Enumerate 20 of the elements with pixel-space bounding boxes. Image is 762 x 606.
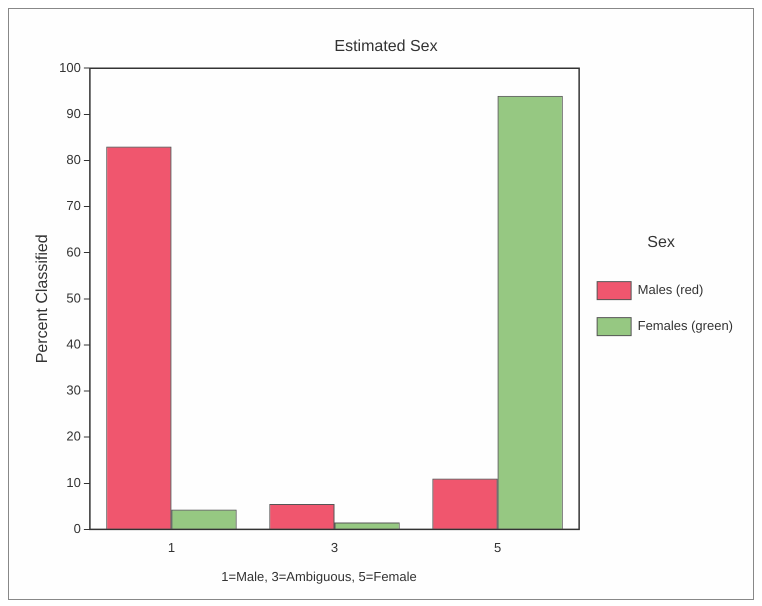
y-tick-label: 40 — [66, 336, 81, 352]
text: 1=Male, 3=Ambiguous, 5=Female — [220, 569, 418, 584]
y-tick-label: 60 — [66, 244, 81, 260]
x-tick-label: 1 — [168, 540, 176, 555]
y-tick-label: 100 — [59, 60, 81, 75]
x-tick-label: 3 — [330, 540, 338, 555]
legend-label: Females (green) — [638, 318, 734, 334]
y-tick-label: 20 — [66, 428, 81, 444]
y-tick-label: 70 — [66, 198, 81, 214]
legend-title: Sex — [647, 234, 675, 251]
y-tick-label: 90 — [66, 106, 81, 121]
chart-title: Estimated Sex — [334, 38, 438, 56]
legend-label: Males (red) — [638, 282, 704, 298]
y-tick-label: 80 — [66, 152, 81, 168]
y-tick-label: 50 — [66, 290, 81, 306]
y-tick-label: 10 — [66, 474, 81, 490]
y-tick-label: 0 — [74, 520, 81, 536]
x-tick-label: 5 — [494, 540, 502, 555]
y-axis-title: Percent Classified — [34, 234, 52, 364]
y-tick-label: 30 — [66, 382, 81, 398]
